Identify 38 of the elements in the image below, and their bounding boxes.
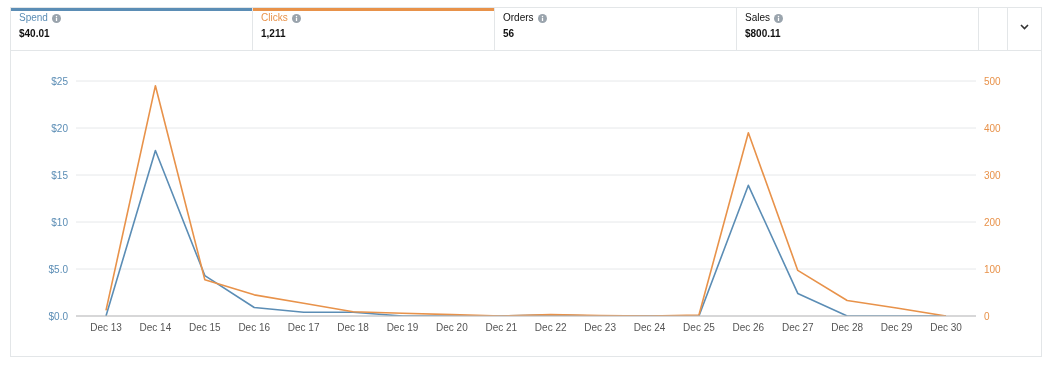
x-tick-label: Dec 13: [90, 322, 123, 334]
text: Orders: [502, 11, 535, 25]
text: Sales: [744, 11, 771, 25]
text: $40.01: [18, 28, 51, 39]
x-tick-label: Dec 29: [880, 322, 913, 334]
x-tick-label: Dec 28: [831, 322, 864, 334]
x-tick-label: Dec 26: [732, 322, 765, 334]
y-tick-label: $20: [51, 122, 69, 134]
x-tick-label: Dec 30: [930, 322, 963, 334]
x-tick-label: Dec 17: [287, 322, 320, 334]
x-tick-label: Dec 21: [485, 322, 518, 334]
x-tick-label: Dec 27: [781, 322, 815, 334]
x-tick-label: Dec 14: [139, 322, 172, 334]
text: $800.11: [744, 28, 782, 39]
y-tick-label: $15: [51, 169, 69, 181]
y2-tick-label: 0: [984, 310, 990, 322]
x-tick-label: Dec 20: [436, 322, 469, 334]
x-tick-label: Dec 16: [238, 322, 271, 334]
x-tick-label: Dec 22: [534, 322, 567, 334]
y-tick-label: $5.0: [48, 263, 69, 275]
y2-tick-label: 100: [984, 263, 1002, 275]
text: Clicks: [260, 11, 289, 25]
y-tick-label: $25: [51, 75, 69, 87]
x-tick-label: Dec 15: [188, 322, 222, 334]
x-tick-label: Dec 23: [584, 322, 617, 334]
y-tick-label: $0.0: [48, 310, 69, 322]
y2-tick-label: 200: [984, 216, 1002, 228]
text: Spend: [18, 11, 49, 25]
text: 1,211: [260, 28, 287, 39]
y-tick-label: $10: [51, 216, 69, 228]
y2-tick-label: 500: [984, 75, 1002, 87]
y2-tick-label: 400: [984, 122, 1002, 134]
x-tick-label: Dec 19: [386, 322, 419, 334]
x-tick-label: Dec 24: [633, 322, 666, 334]
y2-tick-label: 300: [984, 169, 1002, 181]
x-tick-label: Dec 18: [337, 322, 370, 334]
x-tick-label: Dec 25: [683, 322, 716, 334]
text: 56: [502, 28, 516, 39]
